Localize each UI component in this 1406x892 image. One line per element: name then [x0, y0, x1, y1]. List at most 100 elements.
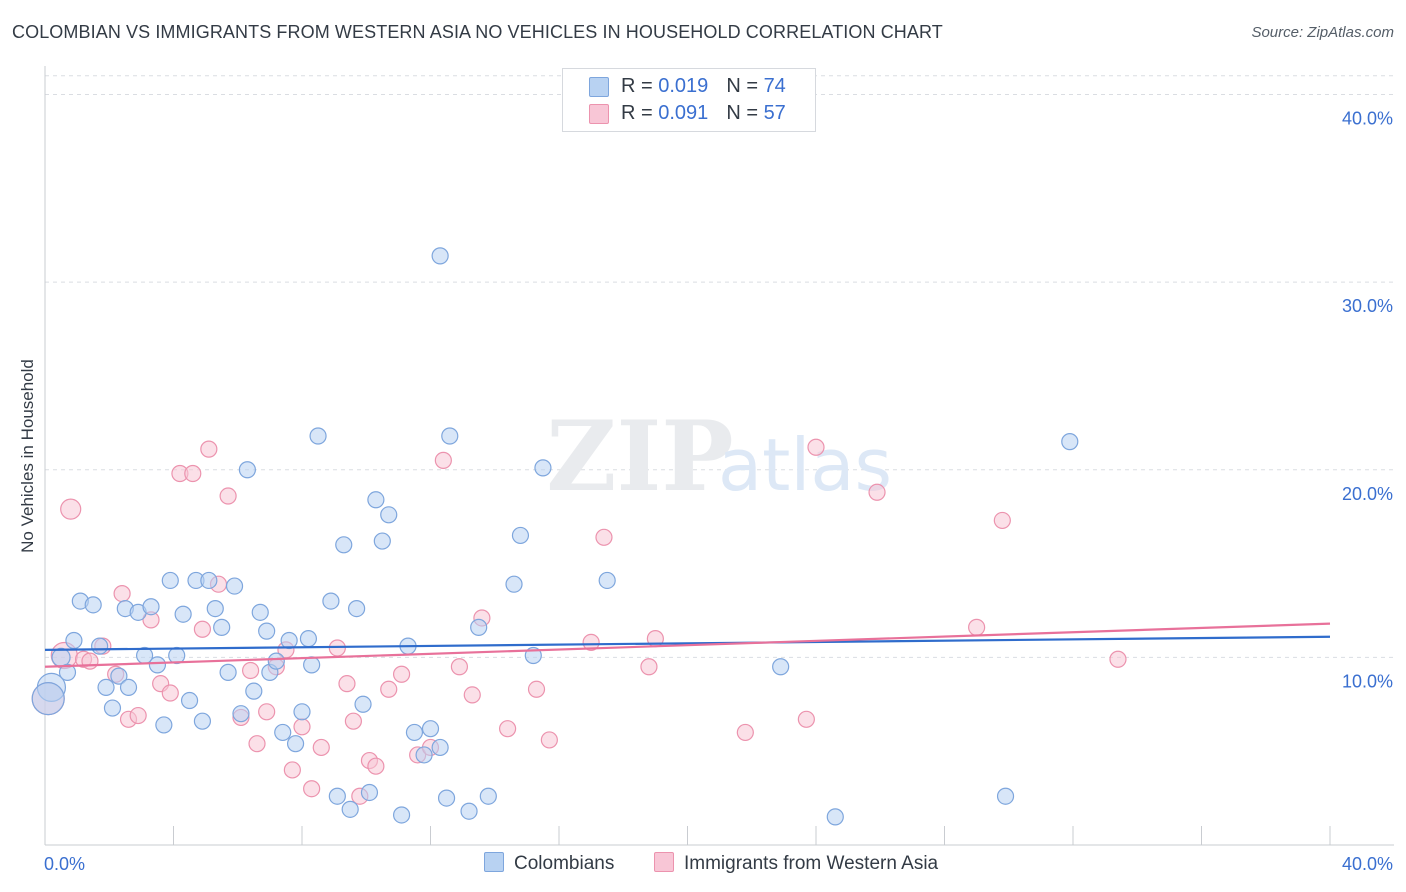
western-asia-point: [193, 620, 212, 638]
colombian-point: [258, 622, 276, 640]
colombian-point: [441, 427, 459, 445]
colombian-point: [309, 427, 327, 445]
western-asia-point: [258, 703, 276, 721]
western-asia-point: [200, 440, 218, 458]
bottom-legend-swatch-pink: [654, 852, 674, 872]
colombian-point: [322, 592, 340, 610]
colombian-point: [51, 647, 71, 667]
colombian-point: [431, 738, 449, 757]
legend-r-label: R =: [621, 75, 659, 97]
colombian-point: [415, 746, 433, 764]
colombian-point: [511, 526, 530, 545]
western-asia-point: [807, 438, 825, 456]
legend-text-western-asia: R = 0.091 N = 57: [621, 102, 786, 125]
legend-n-label: N =: [726, 102, 764, 124]
colombian-point: [826, 808, 844, 826]
colombian-point: [84, 596, 102, 614]
western-asia-point: [499, 720, 517, 738]
colombian-point: [103, 699, 122, 717]
colombian-point: [213, 618, 231, 636]
colombian-point: [996, 787, 1015, 805]
colombian-point: [299, 630, 318, 648]
x-tick-label: 0.0%: [44, 854, 85, 874]
western-asia-point: [380, 680, 398, 698]
colombian-point: [367, 491, 385, 509]
western-asia-point: [367, 757, 385, 775]
colombian-point: [335, 536, 353, 554]
western-asia-point: [450, 658, 469, 676]
colombian-point: [91, 637, 109, 655]
bottom-legend-label: Immigrants from Western Asia: [684, 853, 939, 874]
colombian-point: [200, 571, 218, 590]
western-asia-point: [392, 665, 411, 683]
legend-n-value: 57: [763, 102, 786, 124]
colombian-point: [421, 720, 440, 738]
colombian-point: [328, 787, 346, 805]
y-tick-label: 20.0%: [1342, 484, 1393, 504]
colombian-point: [219, 663, 237, 681]
western-asia-point: [1109, 650, 1127, 668]
colombian-point: [303, 656, 321, 674]
western-asia-point: [434, 451, 452, 469]
western-asia-point: [161, 684, 179, 702]
western-asia-point: [338, 675, 356, 693]
western-asia-point: [640, 658, 658, 676]
colombian-point: [286, 735, 305, 753]
colombian-point: [142, 598, 160, 616]
colombian-point: [274, 723, 292, 742]
colombian-point: [460, 802, 478, 820]
western-asia-point: [463, 686, 481, 704]
colombian-point: [58, 663, 77, 681]
colombian-point: [119, 678, 138, 697]
colombian-point: [354, 695, 372, 713]
western-asia-point: [968, 618, 986, 636]
colombian-point: [161, 571, 179, 590]
western-asia-point: [129, 706, 147, 725]
colombian-point: [373, 532, 391, 550]
western-asia-trend-line: [44, 622, 1331, 668]
colombian-point: [31, 682, 65, 716]
colombian-point: [245, 682, 263, 700]
colombian-point: [348, 599, 366, 618]
colombian-point: [293, 703, 311, 721]
colombian-point: [431, 247, 449, 265]
source-credit: Source: ZipAtlas.com: [1251, 24, 1394, 41]
legend-n-value: 74: [763, 75, 786, 97]
colombian-point: [534, 459, 552, 477]
colombian-point: [405, 723, 424, 742]
colombian-point: [206, 599, 224, 618]
western-asia-point: [184, 464, 202, 483]
bottom-legend-swatch-blue: [484, 852, 504, 872]
tick-labels: 10.0% 20.0% 30.0% 40.0% 0.0% 40.0%: [44, 109, 1393, 874]
y-tick-label: 10.0%: [1342, 671, 1393, 691]
colombian-point: [225, 577, 244, 595]
colombian-point: [238, 461, 256, 479]
watermark-zip: ZIP: [546, 400, 733, 513]
western-asia-point: [60, 498, 82, 520]
colombian-point: [251, 603, 269, 621]
legend-n-label: N =: [726, 75, 764, 97]
y-tick-label: 30.0%: [1342, 296, 1393, 316]
colombian-point: [180, 691, 199, 710]
colombian-point: [479, 787, 497, 805]
legend-swatch-blue: [589, 77, 609, 97]
colombian-point: [437, 789, 456, 807]
axes: [44, 66, 1394, 846]
data-points: [31, 247, 1127, 826]
watermark-atlas: atlas: [718, 423, 892, 507]
western-asia-point: [868, 483, 886, 501]
legend-swatch-pink: [589, 104, 609, 124]
y-tick-label: 40.0%: [1342, 109, 1393, 129]
western-asia-point: [248, 735, 266, 753]
chart-title: COLOMBIAN VS IMMIGRANTS FROM WESTERN ASI…: [12, 22, 943, 42]
bottom-legend-western-asia: Immigrants from Western Asia: [654, 852, 938, 875]
colombian-point: [280, 631, 298, 650]
colombian-point: [772, 658, 790, 676]
western-asia-point: [344, 712, 362, 730]
western-asia-point: [736, 723, 754, 742]
western-asia-point: [113, 584, 131, 603]
western-asia-point: [582, 633, 600, 651]
western-asia-point: [527, 680, 546, 698]
colombian-point: [193, 712, 212, 730]
